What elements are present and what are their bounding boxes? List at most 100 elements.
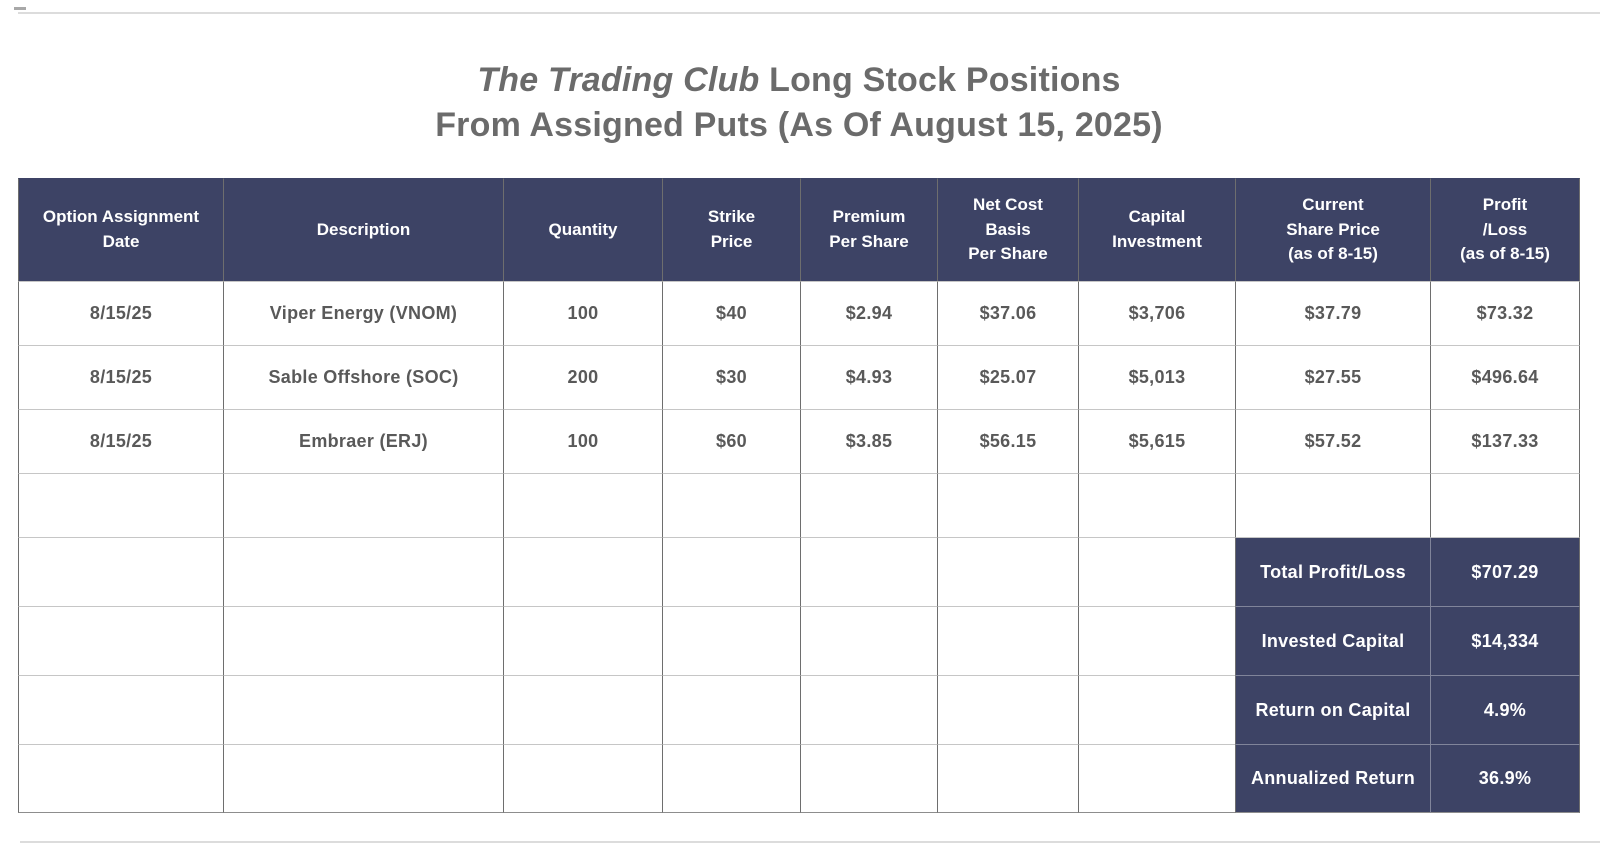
cell-premium: $3.85 — [800, 409, 937, 473]
empty-cell — [800, 537, 937, 606]
cell-profit-loss: $73.32 — [1430, 281, 1580, 345]
cell-premium: $4.93 — [800, 345, 937, 409]
cell-net-cost-basis: $37.06 — [937, 281, 1078, 345]
cell-premium: $2.94 — [800, 281, 937, 345]
cell-current-price: $57.52 — [1235, 409, 1430, 473]
empty-cell — [937, 744, 1078, 813]
empty-cell — [800, 606, 937, 675]
positions-table: Option Assignment Date Description Quant… — [18, 178, 1580, 813]
title-line1-rest: Long Stock Positions — [759, 61, 1121, 99]
cell-profit-loss: $496.64 — [1430, 345, 1580, 409]
cell-strike-price: $60 — [662, 409, 800, 473]
cell-net-cost-basis: $56.15 — [937, 409, 1078, 473]
page-title: The Trading Club Long Stock Positions Fr… — [18, 58, 1580, 148]
col-header-profit-loss: Profit /Loss (as of 8-15) — [1430, 178, 1580, 281]
summary-value-return-on-capital: 4.9% — [1430, 675, 1580, 744]
empty-cell — [662, 606, 800, 675]
summary-label-invested-capital: Invested Capital — [1235, 606, 1430, 675]
empty-cell — [800, 675, 937, 744]
cell-capital-investment: $3,706 — [1078, 281, 1235, 345]
summary-label-total-profit-loss: Total Profit/Loss — [1235, 537, 1430, 606]
empty-cell — [937, 606, 1078, 675]
empty-cell — [503, 675, 662, 744]
col-header-premium-per-share: Premium Per Share — [800, 178, 937, 281]
empty-cell — [18, 744, 223, 813]
table-row-soc: 8/15/25 Sable Offshore (SOC) 200 $30 $4.… — [18, 345, 1580, 409]
cell-date: 8/15/25 — [18, 281, 223, 345]
page-corner-artifact — [14, 7, 26, 10]
empty-cell — [1078, 537, 1235, 606]
empty-cell — [223, 537, 503, 606]
table-row-vnom: 8/15/25 Viper Energy (VNOM) 100 $40 $2.9… — [18, 281, 1580, 345]
summary-label-annualized-return: Annualized Return — [1235, 744, 1430, 813]
empty-cell — [937, 675, 1078, 744]
cell-date: 8/15/25 — [18, 345, 223, 409]
cell-description: Sable Offshore (SOC) — [223, 345, 503, 409]
empty-cell — [503, 473, 662, 537]
page-title-line1: The Trading Club Long Stock Positions — [18, 58, 1580, 103]
empty-cell — [1078, 744, 1235, 813]
cell-capital-investment: $5,615 — [1078, 409, 1235, 473]
empty-cell — [18, 675, 223, 744]
cell-capital-investment: $5,013 — [1078, 345, 1235, 409]
col-header-description: Description — [223, 178, 503, 281]
col-header-current-share-price: Current Share Price (as of 8-15) — [1235, 178, 1430, 281]
summary-row-annualized-return: Annualized Return 36.9% — [18, 744, 1580, 813]
empty-cell — [1078, 473, 1235, 537]
cell-quantity: 100 — [503, 281, 662, 345]
empty-row — [18, 473, 1580, 537]
empty-cell — [662, 744, 800, 813]
table-row-erj: 8/15/25 Embraer (ERJ) 100 $60 $3.85 $56.… — [18, 409, 1580, 473]
col-header-strike-price: Strike Price — [662, 178, 800, 281]
summary-value-total-profit-loss: $707.29 — [1430, 537, 1580, 606]
empty-cell — [1078, 606, 1235, 675]
empty-cell — [662, 675, 800, 744]
summary-value-annualized-return: 36.9% — [1430, 744, 1580, 813]
col-header-capital-investment: Capital Investment — [1078, 178, 1235, 281]
empty-cell — [503, 744, 662, 813]
header-row: Option Assignment Date Description Quant… — [18, 178, 1580, 281]
empty-cell — [1078, 675, 1235, 744]
col-header-quantity: Quantity — [503, 178, 662, 281]
cell-net-cost-basis: $25.07 — [937, 345, 1078, 409]
empty-cell — [662, 473, 800, 537]
col-header-option-assignment-date: Option Assignment Date — [18, 178, 223, 281]
empty-cell — [223, 744, 503, 813]
empty-cell — [18, 537, 223, 606]
bottom-divider-line — [20, 841, 1600, 843]
cell-quantity: 100 — [503, 409, 662, 473]
empty-cell — [937, 473, 1078, 537]
cell-strike-price: $30 — [662, 345, 800, 409]
cell-strike-price: $40 — [662, 281, 800, 345]
page-title-line2: From Assigned Puts (As Of August 15, 202… — [435, 105, 1163, 144]
empty-cell — [223, 473, 503, 537]
summary-label-return-on-capital: Return on Capital — [1235, 675, 1430, 744]
empty-cell — [662, 537, 800, 606]
empty-cell — [18, 606, 223, 675]
summary-row-return-on-capital: Return on Capital 4.9% — [18, 675, 1580, 744]
cell-description: Embraer (ERJ) — [223, 409, 503, 473]
empty-cell — [937, 537, 1078, 606]
empty-cell — [800, 744, 937, 813]
empty-cell — [223, 606, 503, 675]
empty-cell — [1430, 473, 1580, 537]
cell-profit-loss: $137.33 — [1430, 409, 1580, 473]
top-divider-line — [18, 12, 1600, 14]
empty-cell — [223, 675, 503, 744]
empty-cell — [503, 537, 662, 606]
empty-cell — [800, 473, 937, 537]
summary-row-total-profit-loss: Total Profit/Loss $707.29 — [18, 537, 1580, 606]
title-club-name: The Trading Club — [477, 61, 760, 99]
summary-row-invested-capital: Invested Capital $14,334 — [18, 606, 1580, 675]
empty-cell — [503, 606, 662, 675]
col-header-net-cost-basis: Net Cost Basis Per Share — [937, 178, 1078, 281]
empty-cell — [1235, 473, 1430, 537]
cell-current-price: $27.55 — [1235, 345, 1430, 409]
cell-date: 8/15/25 — [18, 409, 223, 473]
cell-quantity: 200 — [503, 345, 662, 409]
cell-current-price: $37.79 — [1235, 281, 1430, 345]
cell-description: Viper Energy (VNOM) — [223, 281, 503, 345]
summary-value-invested-capital: $14,334 — [1430, 606, 1580, 675]
empty-cell — [18, 473, 223, 537]
